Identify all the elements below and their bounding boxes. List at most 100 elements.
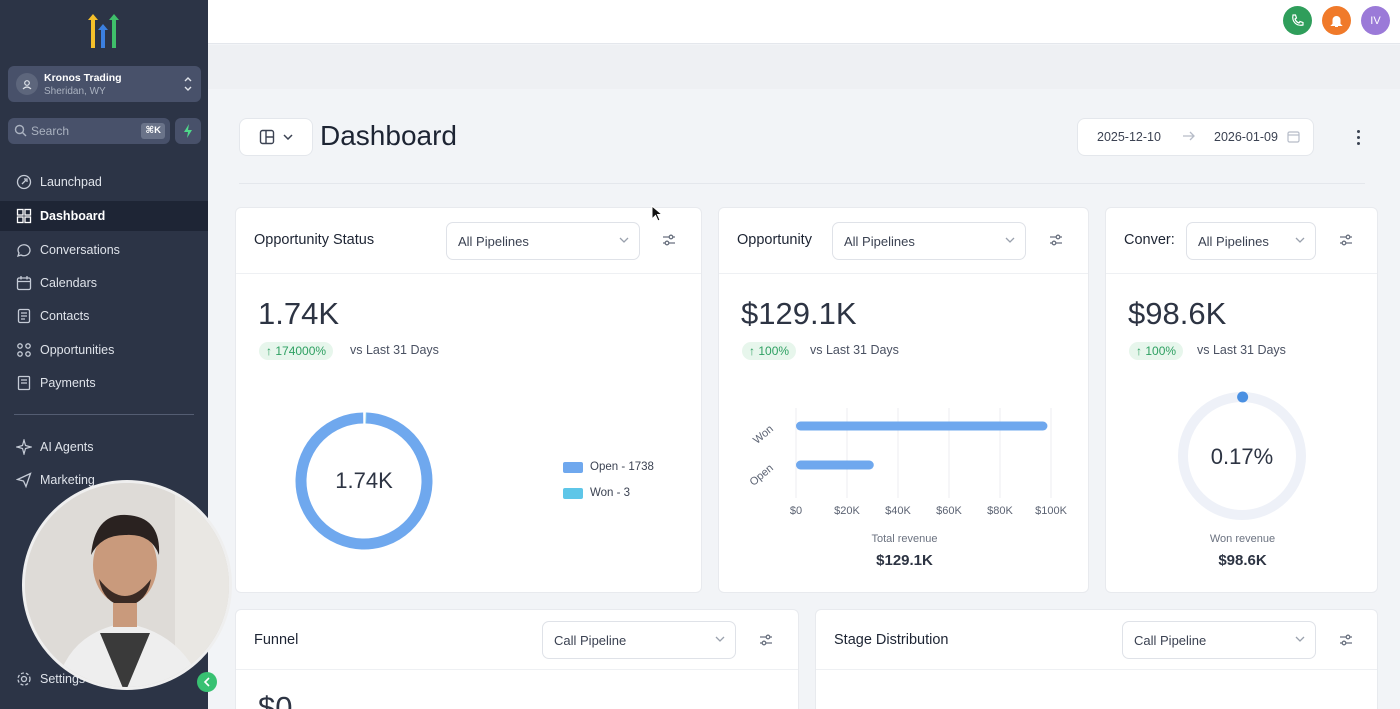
gauge-indicator xyxy=(1237,391,1249,403)
send-icon xyxy=(16,472,32,488)
donut-slice-won[interactable] xyxy=(295,412,433,550)
sidebar-item-label: Conversations xyxy=(40,243,120,257)
sidebar-item-conversations[interactable]: Conversations xyxy=(0,235,208,265)
header-divider xyxy=(239,183,1365,184)
conversion-card: Conver: All Pipelines $98.6K ↑ 100% vs L… xyxy=(1105,207,1378,593)
y-category-label: Open xyxy=(748,462,776,488)
gear-icon xyxy=(17,672,31,686)
pipeline-select-value: All Pipelines xyxy=(1198,234,1269,249)
phone-icon xyxy=(1292,14,1304,26)
account-name: Kronos Trading xyxy=(44,72,122,84)
metric-value: $0 xyxy=(258,690,293,709)
chevron-down-icon xyxy=(619,237,629,243)
bolt-icon xyxy=(184,124,192,138)
layout-switcher-button[interactable] xyxy=(239,118,313,156)
chevron-down-icon xyxy=(1295,636,1305,642)
notifications-button[interactable] xyxy=(1322,6,1351,35)
account-location: Sheridan, WY xyxy=(44,86,106,97)
change-badge: ↑ 100% xyxy=(1129,342,1184,360)
bar-won[interactable] xyxy=(796,421,1048,431)
sidebar-item-ai-agents[interactable]: AI Agents xyxy=(0,432,208,462)
x-tick-label: $80K xyxy=(987,505,1013,517)
sidebar-item-launchpad[interactable]: Launchpad xyxy=(0,167,208,197)
legend-swatch-open xyxy=(563,462,583,473)
avatar[interactable]: IV xyxy=(1361,6,1390,35)
filter-settings-icon[interactable] xyxy=(759,634,773,646)
search-input[interactable]: Search ⌘K xyxy=(8,118,170,144)
card-header: Opportunity All Pipelines xyxy=(719,208,1088,274)
card-title: Opportunity xyxy=(737,232,812,248)
total-revenue-value: $129.1K xyxy=(876,552,933,569)
app-logo-icon xyxy=(88,14,119,48)
legend-won: Won - 3 xyxy=(590,487,631,499)
location-icon xyxy=(16,73,38,95)
card-header: Conver: All Pipelines xyxy=(1106,208,1377,274)
chat-icon xyxy=(16,244,31,258)
sidebar-item-opportunities[interactable]: Opportunities xyxy=(0,335,208,365)
sidebar-item-payments[interactable]: Payments xyxy=(0,368,208,398)
x-tick-label: $60K xyxy=(936,505,962,517)
bar-open[interactable] xyxy=(796,460,874,470)
search-icon xyxy=(14,124,27,137)
pipeline-select[interactable]: All Pipelines xyxy=(832,222,1026,260)
sidebar-item-marketing[interactable]: Marketing xyxy=(0,465,208,495)
sidebar-item-label: AI Agents xyxy=(40,440,94,454)
sidebar-item-dashboard[interactable]: Dashboard xyxy=(0,201,208,231)
pipeline-select[interactable]: Call Pipeline xyxy=(1122,621,1316,659)
pipeline-select-value: All Pipelines xyxy=(844,234,915,249)
account-switcher[interactable]: Kronos Trading Sheridan, WY xyxy=(8,66,201,102)
pipeline-select[interactable]: All Pipelines xyxy=(446,222,640,260)
x-tick-label: $100K xyxy=(1035,505,1067,517)
change-percent: 100% xyxy=(1145,344,1177,358)
card-title: Stage Distribution xyxy=(834,632,949,648)
more-options-button[interactable] xyxy=(1350,126,1366,148)
phone-button[interactable] xyxy=(1283,6,1312,35)
filter-settings-icon[interactable] xyxy=(662,234,676,246)
pipeline-select[interactable]: Call Pipeline xyxy=(542,621,736,659)
chevron-down-icon xyxy=(715,636,725,642)
filter-settings-icon[interactable] xyxy=(1339,634,1353,646)
change-badge: ↑ 100% xyxy=(742,342,797,360)
metric-value: $98.6K xyxy=(1128,296,1227,331)
donut-center-label: 1.74K xyxy=(335,468,393,493)
sidebar-item-label: Contacts xyxy=(40,309,90,323)
sidebar-item-calendars[interactable]: Calendars xyxy=(0,268,208,298)
calendar-icon xyxy=(1287,131,1300,143)
webcam-overlay xyxy=(22,480,232,690)
date-range-picker[interactable]: 2025-12-10 2026-01-09 xyxy=(1077,118,1314,156)
card-title: Funnel xyxy=(254,632,299,648)
won-revenue-label: Won revenue xyxy=(1209,533,1276,545)
chevron-down-icon xyxy=(283,134,293,140)
card-header: Stage Distribution Call Pipeline xyxy=(816,610,1377,670)
sidebar-item-label: Dashboard xyxy=(40,209,106,223)
bell-icon xyxy=(1330,15,1343,27)
pipeline-select-value: All Pipelines xyxy=(458,234,529,249)
y-category-label: Won xyxy=(751,423,776,447)
dashboard-icon xyxy=(16,208,32,224)
sidebar-item-label: Launchpad xyxy=(40,175,102,189)
card-title: Opportunity Status xyxy=(254,232,375,248)
gauge-center-label: 0.17% xyxy=(1210,444,1274,469)
top-bar: IV xyxy=(208,0,1400,44)
opportunity-status-donut xyxy=(295,412,433,550)
filter-settings-icon[interactable] xyxy=(1339,234,1353,246)
change-badge: ↑ 174000% xyxy=(259,342,334,360)
metric-value: 1.74K xyxy=(258,296,340,331)
x-tick-label: $0 xyxy=(790,505,802,517)
opportunity-card: Opportunity All Pipelines $129.1K ↑ 100%… xyxy=(718,207,1089,593)
pipeline-select[interactable]: All Pipelines xyxy=(1186,222,1316,260)
sidebar-item-contacts[interactable]: Contacts xyxy=(0,301,208,331)
comparison-label: vs Last 31 Days xyxy=(810,343,899,357)
funnel-card: Funnel Call Pipeline $0 xyxy=(235,609,799,709)
metric-value: $129.1K xyxy=(741,296,857,331)
filter-settings-icon[interactable] xyxy=(1049,234,1063,246)
collapse-sidebar-button[interactable] xyxy=(197,672,217,692)
stage-distribution-card: Stage Distribution Call Pipeline xyxy=(815,609,1378,709)
quick-action-button[interactable] xyxy=(175,118,201,144)
presenter-video-icon xyxy=(25,483,229,687)
comparison-label: vs Last 31 Days xyxy=(1197,343,1286,357)
date-end: 2026-01-09 xyxy=(1214,130,1278,144)
sidebar-item-label: Calendars xyxy=(40,276,97,290)
mouse-cursor-icon xyxy=(651,205,663,222)
page-title: Dashboard xyxy=(320,120,457,151)
